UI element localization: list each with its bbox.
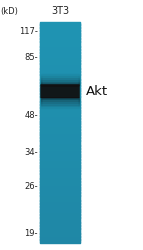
- Text: Akt: Akt: [86, 85, 108, 98]
- Text: 34-: 34-: [24, 148, 38, 157]
- Text: 3T3: 3T3: [51, 6, 69, 16]
- Text: 26-: 26-: [24, 182, 38, 191]
- Text: 19-: 19-: [24, 229, 38, 238]
- Text: (kD): (kD): [0, 7, 18, 16]
- Text: 117-: 117-: [19, 27, 38, 36]
- Text: 48-: 48-: [24, 110, 38, 120]
- Text: 85-: 85-: [24, 53, 38, 62]
- FancyBboxPatch shape: [40, 84, 80, 98]
